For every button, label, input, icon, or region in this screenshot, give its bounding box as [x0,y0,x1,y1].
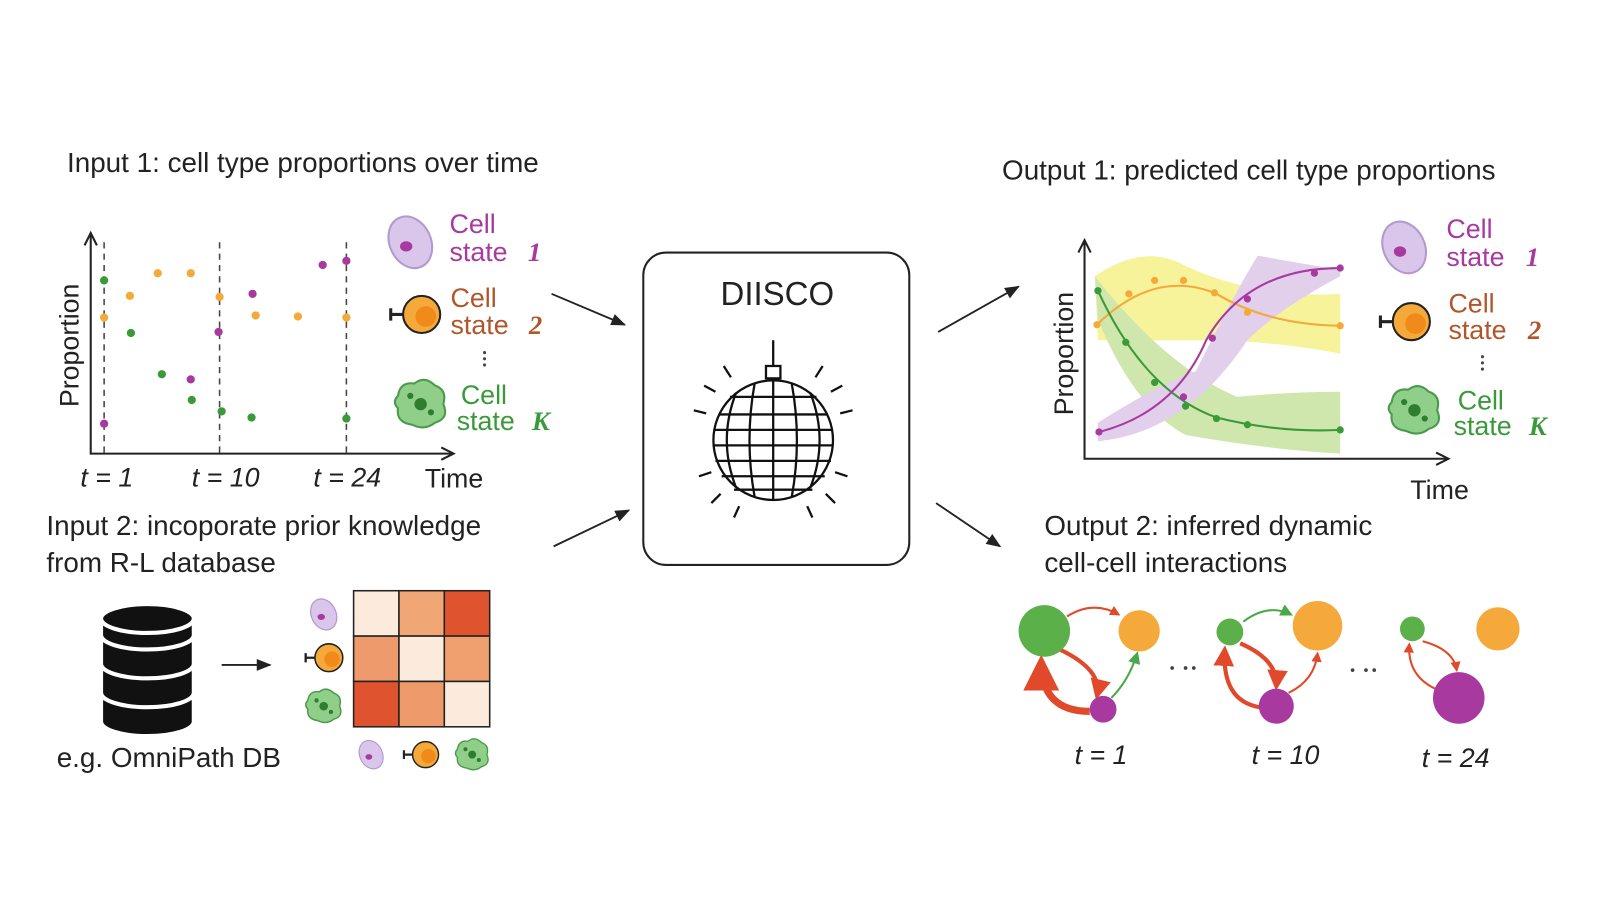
output1-title: Output 1: predicted cell type proportion… [1002,154,1495,185]
legend-state: state [1454,411,1512,441]
legend-word: Cell [1448,288,1494,318]
legend-word: Cell [451,283,497,313]
y-label: Proportion [1049,292,1079,416]
input2-title: Input 2: incoporate prior knowledge [46,510,481,541]
time-label: t = 24 [1422,743,1490,773]
output2-title: Output 2: inferred dynamic [1044,510,1372,541]
uncertainty-bands [1094,255,1341,454]
model-box [642,251,911,566]
axes [1083,242,1449,460]
database-icon [98,602,196,739]
legend-index: K [531,406,552,436]
legend-index: K [1528,411,1549,441]
axes [89,235,454,455]
legend-index: 2 [528,310,542,340]
arrow [553,509,631,548]
trajectory-points [1093,264,1344,436]
ellipsis [1170,666,1377,672]
legend-state: state [1448,315,1506,345]
x-label: Time [1410,475,1469,505]
axis-arrows [1077,237,1451,466]
time-label: t = 10 [1252,740,1320,770]
database-label: e.g. OmniPath DB [57,742,281,773]
legend-word: Cell [449,209,495,239]
arrow [937,285,1020,333]
output2-title: cell-cell interactions [1044,547,1287,578]
observations [100,256,351,428]
legend-state: state [451,310,509,340]
input1-title: Input 1: cell type proportions over time [67,147,539,178]
network [1018,605,1160,723]
arrow [935,502,1002,548]
legend-word: Cell [461,380,507,410]
network [1400,607,1520,724]
x-label: Time [425,464,484,494]
legend-state: state [457,406,515,436]
time-label: t = 1 [80,463,133,493]
disco-ball [693,340,853,518]
legend-index: 1 [1526,242,1539,272]
legend-word: Cell [1458,385,1504,415]
time-label: t = 10 [192,463,260,493]
legend-state: state [449,237,507,267]
time-label: t = 24 [313,463,381,493]
interaction-matrix [352,589,491,728]
time-label: t = 1 [1075,740,1128,770]
legend-index: 1 [528,237,541,267]
legend: Cell state 1 Cell state 2 Cell state K [1373,213,1549,441]
axis-arrows [83,230,456,461]
network [1213,601,1343,724]
legend-state: state [1446,242,1504,272]
legend-word: Cell [1446,214,1492,244]
model-name: DIISCO [721,275,835,312]
input2-title: from R-L database [46,547,275,578]
y-label: Proportion [54,284,84,408]
legend: Cell state 1 Cell state 2 Cell state K [379,208,552,436]
arrow [551,292,627,326]
legend-index: 2 [1527,315,1541,345]
